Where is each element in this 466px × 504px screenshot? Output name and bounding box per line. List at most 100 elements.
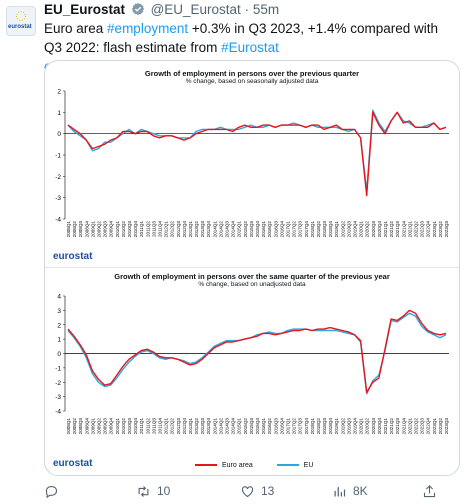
x-tick-label: 2020Q3: [371, 418, 376, 435]
x-tick-label: 2016Q3: [273, 221, 278, 238]
like-button[interactable]: 13: [240, 482, 274, 500]
x-tick-label: 2018Q4: [328, 418, 333, 435]
x-tick-label: 2018Q3: [322, 418, 327, 435]
x-tick-label: 2020Q4: [377, 221, 382, 238]
chart-title: Growth of employment in persons over the…: [114, 272, 390, 281]
x-tick-label: 2009Q3: [103, 221, 108, 238]
series-line-euro-area: [67, 309, 447, 394]
x-tick-label: 2020Q1: [359, 418, 364, 435]
tweet-link[interactable]: #employment: [107, 21, 189, 36]
x-tick-label: 2022Q2: [413, 418, 418, 435]
x-tick-label: 2010Q4: [133, 418, 138, 435]
x-tick-label: 2008Q4: [84, 221, 89, 238]
x-tick-label: 2010Q4: [133, 221, 138, 238]
x-tick-label: 2015Q3: [249, 418, 254, 435]
x-tick-label: 2022Q2: [413, 221, 418, 238]
x-tick-label: 2014Q2: [218, 418, 223, 435]
chart-subtitle: % change, based on seasonally adjusted d…: [185, 78, 319, 85]
x-tick-label: 2023Q2: [438, 418, 443, 435]
x-tick-label: 2021Q2: [389, 418, 394, 435]
eu-stars-icon: [15, 10, 27, 22]
x-tick-label: 2015Q1: [237, 221, 242, 238]
x-tick-label: 2015Q3: [249, 221, 254, 238]
x-tick-label: 2019Q4: [353, 221, 358, 238]
action-bar: 10 13 8K: [44, 482, 460, 502]
heart-icon: [241, 485, 254, 497]
x-tick-label: 2010Q3: [127, 221, 132, 238]
repost-button[interactable]: 10: [136, 482, 170, 500]
verified-badge-icon: [131, 2, 144, 16]
y-tick-label: 4: [57, 294, 61, 301]
y-tick-label: 2: [57, 89, 61, 96]
x-tick-label: 2013Q1: [188, 418, 193, 435]
chart-divider: [45, 267, 459, 268]
avatar-label: eurostat: [8, 24, 32, 30]
y-tick-label: -1: [55, 365, 61, 372]
y-tick-label: 1: [57, 110, 61, 117]
x-tick-label: 2008Q3: [78, 418, 83, 435]
views-button[interactable]: 8K: [332, 482, 368, 500]
x-tick-label: 2008Q1: [66, 221, 71, 238]
y-tick-label: -4: [55, 217, 61, 224]
tweet-text-segment: Euro area: [44, 21, 108, 36]
x-tick-label: 2021Q4: [401, 221, 406, 238]
share-button[interactable]: [422, 482, 437, 500]
reply-button[interactable]: [44, 482, 65, 500]
x-tick-label: 2013Q3: [200, 418, 205, 435]
legend-item-euro-area: Euro area: [195, 462, 253, 469]
x-tick-label: 2011Q4: [157, 418, 162, 434]
y-tick-label: -4: [55, 409, 61, 416]
x-tick-label: 2021Q3: [395, 221, 400, 238]
x-tick-label: 2019Q2: [340, 418, 345, 435]
x-tick-label: 2019Q3: [346, 418, 351, 435]
x-tick-label: 2016Q1: [261, 221, 266, 238]
y-tick-label: 2: [57, 322, 61, 329]
legend-item-eu: EU: [276, 462, 313, 469]
x-tick-label: 2019Q3: [346, 221, 351, 238]
x-tick-label: 2019Q1: [334, 221, 339, 238]
x-tick-label: 2022Q1: [407, 418, 412, 435]
x-tick-label: 2023Q3: [444, 221, 449, 238]
x-tick-label: 2013Q2: [194, 418, 199, 435]
x-tick-label: 2017Q4: [304, 418, 309, 435]
x-tick-label: 2014Q1: [212, 221, 217, 238]
x-tick-label: 2016Q4: [279, 221, 284, 238]
eurostat-logo: eurostat: [53, 458, 93, 469]
x-tick-label: 2010Q2: [121, 221, 126, 238]
chart-yearly: Growth of employment in persons over the…: [45, 268, 459, 475]
x-tick-label: 2023Q1: [432, 221, 437, 238]
avatar[interactable]: eurostat: [6, 6, 36, 36]
chart-quarterly: Growth of employment in persons over the…: [45, 61, 459, 267]
repost-icon: [138, 485, 149, 497]
x-tick-label: 2019Q1: [334, 418, 339, 435]
x-tick-label: 2011Q3: [151, 221, 156, 237]
x-tick-label: 2018Q1: [310, 418, 315, 435]
reply-icon: [45, 485, 58, 498]
x-tick-label: 2017Q4: [304, 221, 309, 238]
author-handle[interactable]: @EU_Eurostat: [150, 2, 241, 17]
author-name[interactable]: EU_Eurostat: [44, 2, 126, 17]
x-tick-label: 2020Q2: [365, 221, 370, 238]
x-tick-label: 2022Q4: [426, 418, 431, 435]
x-tick-label: 2022Q1: [407, 221, 412, 238]
x-tick-label: 2014Q4: [231, 221, 236, 238]
x-tick-label: 2016Q2: [267, 221, 272, 238]
x-tick-label: 2021Q1: [383, 418, 388, 435]
series-line-eu: [67, 109, 447, 193]
tweet-link[interactable]: #Eurostat: [221, 40, 279, 55]
x-tick-label: 2013Q4: [206, 221, 211, 238]
x-tick-label: 2010Q1: [115, 221, 120, 238]
x-tick-label: 2022Q3: [420, 418, 425, 435]
share-icon: [423, 484, 436, 497]
x-tick-label: 2011Q1: [139, 221, 144, 237]
media-card[interactable]: Growth of employment in persons over the…: [44, 60, 460, 476]
tweet-time[interactable]: 55m: [252, 2, 280, 17]
x-tick-label: 2009Q2: [97, 221, 102, 238]
x-tick-label: 2019Q2: [340, 221, 345, 238]
x-tick-label: 2014Q3: [225, 221, 230, 238]
x-tick-label: 2018Q2: [316, 221, 321, 238]
x-tick-label: 2008Q3: [78, 221, 83, 238]
x-tick-label: 2017Q2: [292, 418, 297, 435]
x-tick-label: 2020Q2: [365, 418, 370, 435]
